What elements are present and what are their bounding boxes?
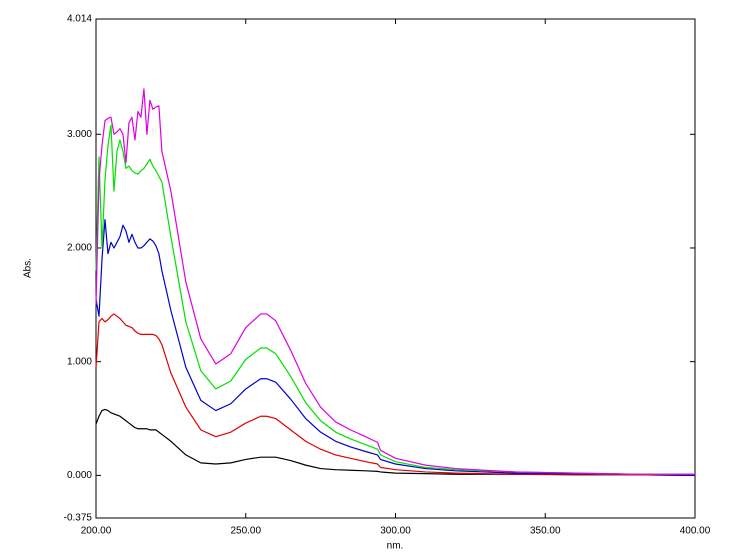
x-axis-label: nm. <box>387 541 404 552</box>
x-tick-label: 300.00 <box>380 526 411 537</box>
y-tick-label: 2.000 <box>67 243 92 254</box>
y-tick-label: 0.000 <box>67 470 92 481</box>
y-axis-label: Abs. <box>23 258 34 278</box>
x-tick-label: 400.00 <box>680 526 711 537</box>
x-tick-label: 350.00 <box>530 526 561 537</box>
y-tick-label: 1.000 <box>67 356 92 367</box>
spectrum-line <box>95 124 695 475</box>
spectrum-line <box>95 408 696 476</box>
spectrum-line <box>95 313 696 476</box>
plot-frame <box>95 18 696 519</box>
y-tick-label: 3.000 <box>67 129 92 140</box>
x-tick-label: 200.00 <box>81 526 112 537</box>
y-tick-label: -0.375 <box>64 513 93 524</box>
x-tick-label: 250.00 <box>230 526 261 537</box>
y-tick-label: 4.014 <box>67 14 92 25</box>
spectrum-line <box>95 88 695 475</box>
spectrum-line <box>95 218 696 476</box>
